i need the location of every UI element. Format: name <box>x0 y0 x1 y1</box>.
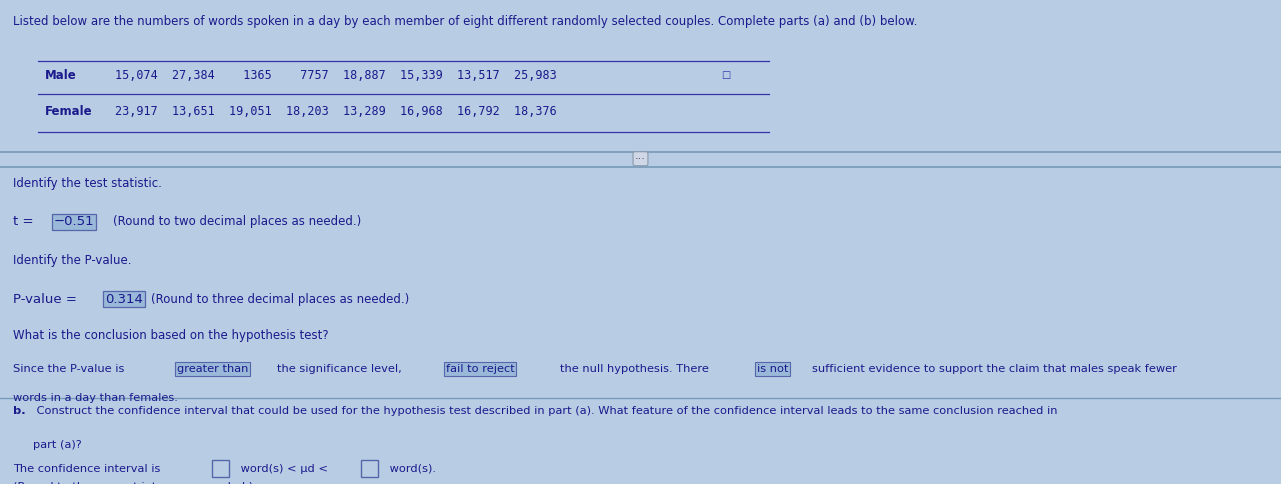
Text: b.: b. <box>13 406 26 416</box>
Text: −0.51: −0.51 <box>54 215 95 228</box>
Text: part (a)?: part (a)? <box>33 440 82 451</box>
Text: (Round to two decimal places as needed.): (Round to two decimal places as needed.) <box>113 215 361 228</box>
Text: sufficient evidence to support the claim that males speak fewer: sufficient evidence to support the claim… <box>812 364 1177 374</box>
Text: fail to reject: fail to reject <box>446 364 515 374</box>
Text: The confidence interval is: The confidence interval is <box>13 464 164 474</box>
Text: Female: Female <box>45 105 92 118</box>
Text: Identify the P-value.: Identify the P-value. <box>13 254 132 267</box>
Text: 0.314: 0.314 <box>105 293 143 306</box>
Text: Male: Male <box>45 69 77 81</box>
Text: □: □ <box>721 70 730 80</box>
Text: is not: is not <box>757 364 789 374</box>
Text: (Round to three decimal places as needed.): (Round to three decimal places as needed… <box>151 293 410 306</box>
Text: P-value =: P-value = <box>13 293 77 306</box>
Text: the null hypothesis. There: the null hypothesis. There <box>560 364 708 374</box>
Text: greater than: greater than <box>177 364 249 374</box>
Text: ···: ··· <box>635 154 646 164</box>
Text: Since the P-value is: Since the P-value is <box>13 364 124 374</box>
Text: Identify the test statistic.: Identify the test statistic. <box>13 177 161 190</box>
Text: (Round to the nearest integer as needed.): (Round to the nearest integer as needed.… <box>13 482 252 484</box>
Text: word(s) < μd <: word(s) < μd < <box>237 464 332 474</box>
Text: t =: t = <box>13 215 33 228</box>
Text: 23,917  13,651  19,051  18,203  13,289  16,968  16,792  18,376: 23,917 13,651 19,051 18,203 13,289 16,96… <box>115 105 557 118</box>
Text: words in a day than females.: words in a day than females. <box>13 393 178 403</box>
Text: the significance level,: the significance level, <box>277 364 401 374</box>
Text: What is the conclusion based on the hypothesis test?: What is the conclusion based on the hypo… <box>13 329 328 342</box>
Text: Listed below are the numbers of words spoken in a day by each member of eight di: Listed below are the numbers of words sp… <box>13 15 917 28</box>
Text: 15,074  27,384    1365    7757  18,887  15,339  13,517  25,983: 15,074 27,384 1365 7757 18,887 15,339 13… <box>115 69 557 81</box>
Text: word(s).: word(s). <box>386 464 436 474</box>
Text: Construct the confidence interval that could be used for the hypothesis test des: Construct the confidence interval that c… <box>33 406 1058 416</box>
